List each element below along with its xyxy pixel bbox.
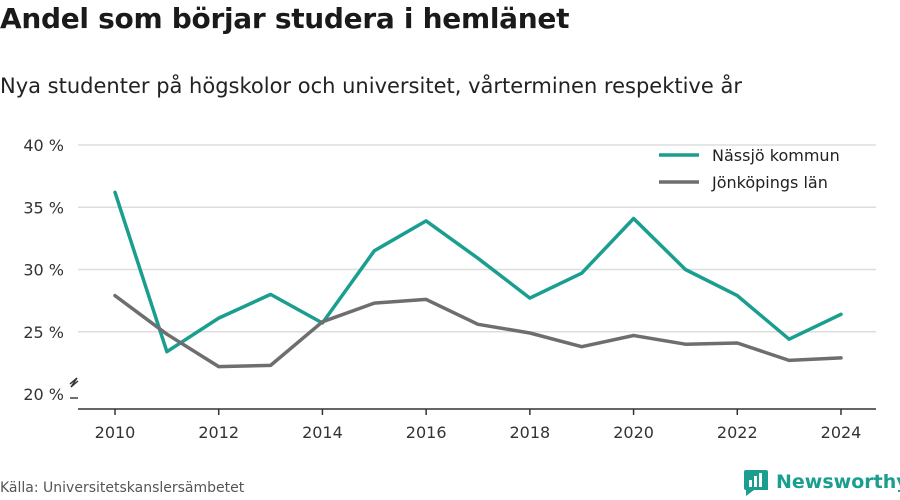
x-tick-label: 2018: [509, 423, 550, 442]
x-tick-label: 2022: [717, 423, 758, 442]
axis-break-icon: [69, 377, 79, 388]
brand: Newsworthy: [744, 468, 900, 496]
bar-chart-logo-icon: [744, 470, 768, 496]
chart-title: Andel som börjar studera i hemlänet: [0, 2, 570, 35]
chart-subtitle: Nya studenter på högskolor och universit…: [0, 74, 742, 98]
legend: Nässjö kommun Jönköpings län: [659, 146, 840, 192]
x-tick-label: 2012: [198, 423, 239, 442]
y-tick-label: 25 %: [23, 323, 64, 342]
x-tick-label: 2024: [821, 423, 862, 442]
x-tick-label: 2016: [406, 423, 447, 442]
y-axis-ticks: 20 % 25 % 30 % 35 % 40 %: [23, 136, 79, 404]
x-tick-label: 2014: [302, 423, 343, 442]
gridlines: [78, 144, 876, 333]
source-note: Källa: Universitetskanslersämbetet: [0, 480, 245, 496]
y-tick-label: 30 %: [23, 261, 64, 280]
series-line-jonkoping: [113, 293, 843, 369]
x-tick-label: 2020: [613, 423, 654, 442]
y-tick-label: 20 %: [23, 385, 64, 404]
x-axis: 2010 2012 2014 2016 2018 2020 2022 2024: [78, 408, 876, 442]
legend-label: Jönköpings län: [711, 173, 828, 192]
y-tick-label: 40 %: [23, 136, 64, 155]
legend-label: Nässjö kommun: [712, 146, 840, 165]
series-line-nassjo: [113, 190, 843, 354]
brand-name: Newsworthy: [776, 471, 900, 493]
x-tick-label: 2010: [95, 423, 136, 442]
y-tick-label: 35 %: [23, 198, 64, 217]
series-lines: [113, 190, 843, 369]
